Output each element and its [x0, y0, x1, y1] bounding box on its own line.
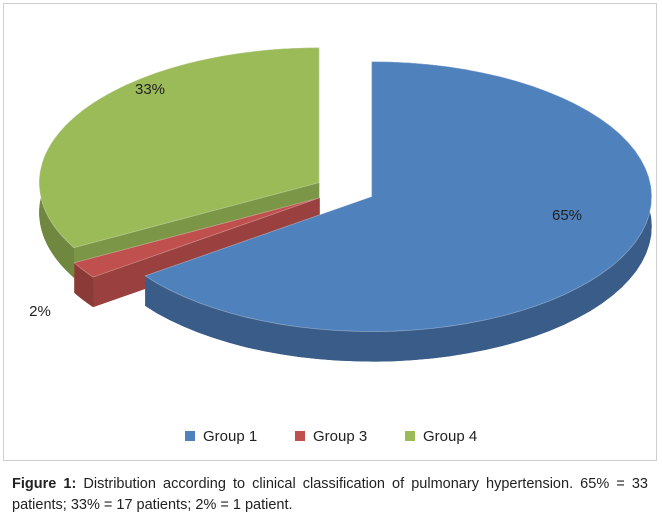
pie-slice	[73, 197, 320, 278]
data-label: 65%	[552, 207, 582, 224]
legend-label: Group 1	[203, 428, 257, 445]
pie-slice	[38, 47, 320, 249]
legend-swatch	[405, 431, 415, 441]
caption: Figure 1: Distribution according to clin…	[12, 474, 648, 516]
slice-side	[74, 262, 94, 308]
slice-edge	[74, 197, 320, 293]
chart-frame	[3, 3, 657, 461]
data-label: 2%	[29, 303, 51, 320]
chart: 65% 2% 33% Group 1 Group 3 Group 4	[29, 47, 653, 445]
caption-text: Distribution according to clinical class…	[12, 476, 648, 513]
legend-swatch	[295, 431, 305, 441]
pie-slice	[144, 61, 653, 333]
legend-swatch	[185, 431, 195, 441]
legend-label: Group 4	[423, 428, 477, 445]
data-label: 33%	[135, 81, 165, 98]
legend-label: Group 3	[313, 428, 367, 445]
caption-label: Figure 1:	[12, 476, 77, 492]
